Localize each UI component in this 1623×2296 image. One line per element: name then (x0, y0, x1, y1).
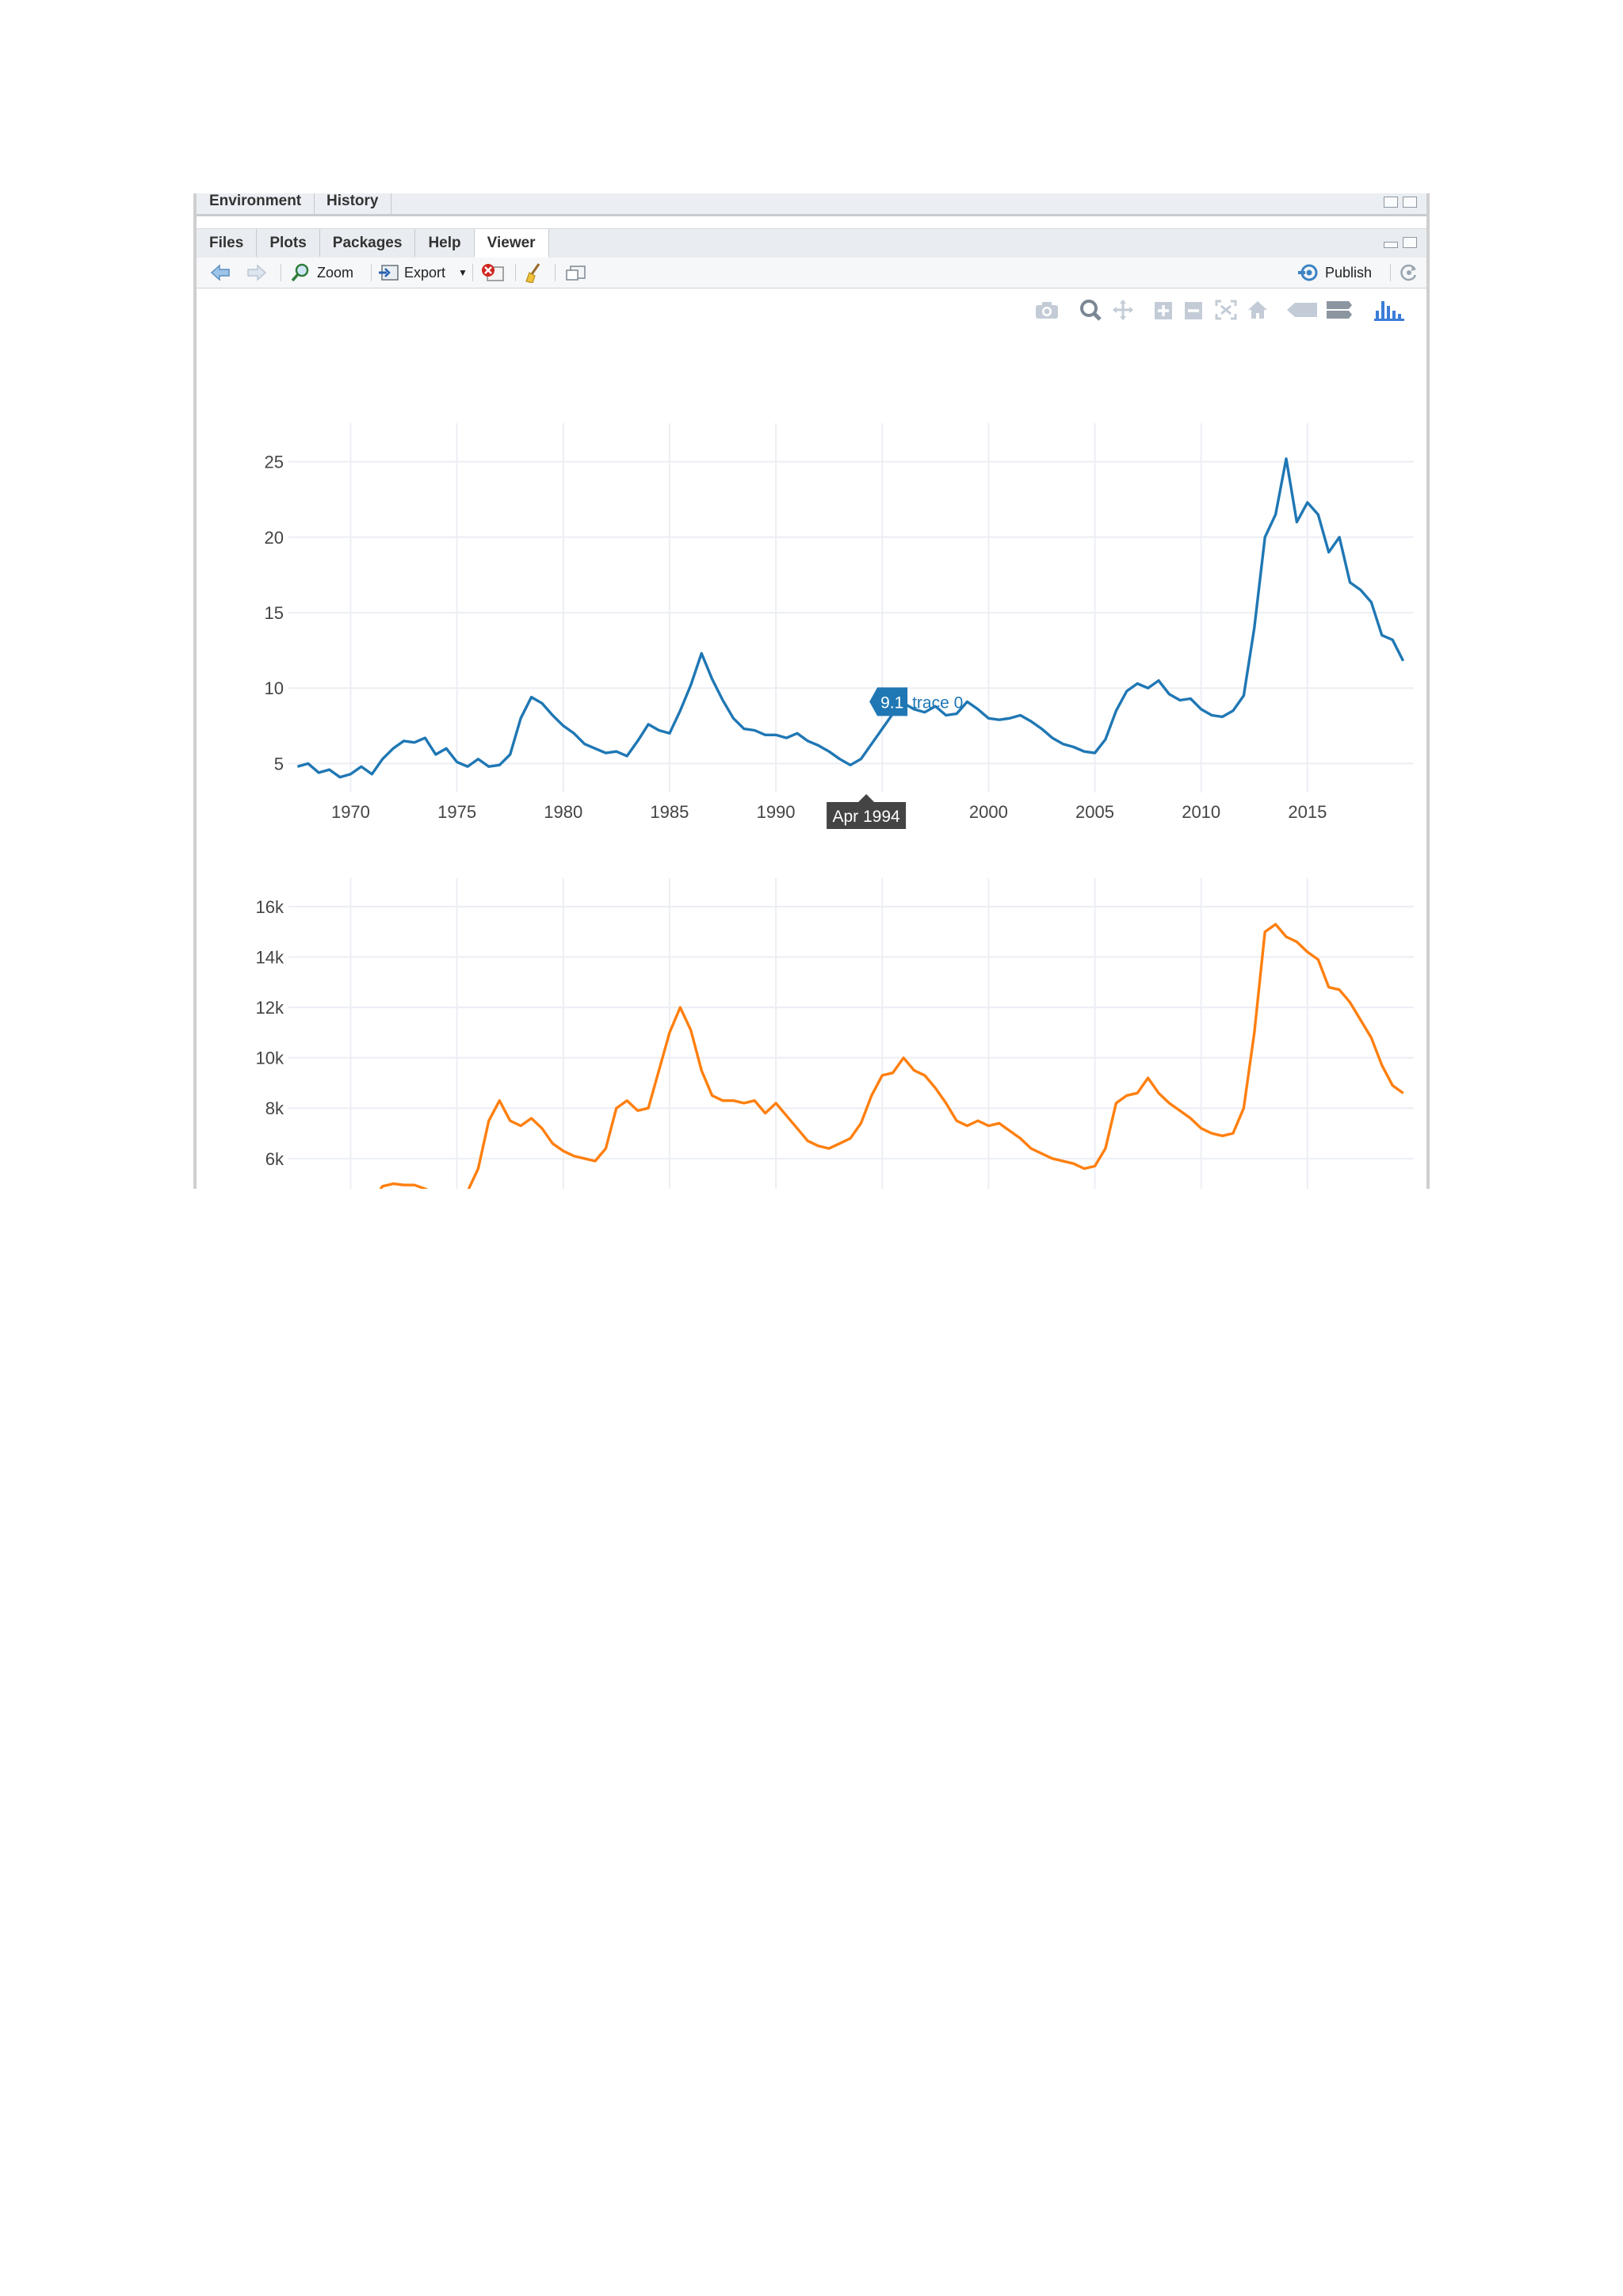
chart-top-ratio[interactable]: 1970 1975 1980 1985 1990 2000 2005 2010 2015 5 10 1… (265, 423, 1414, 822)
y-tick-label: 8k (265, 1098, 285, 1118)
hover-tooltip: 9.1 trace 0 Apr 1994 (827, 687, 963, 829)
viewer-window-controls (1379, 237, 1417, 250)
plotly-viewer: 1970 1975 1980 1985 1990 2000 2005 2010 2015 5 10 1… (197, 288, 1426, 1189)
y-tick-label: 25 (265, 453, 284, 472)
pane-window-controls (1379, 197, 1417, 209)
export-menu-button[interactable]: Export (404, 265, 446, 281)
publish-icon[interactable] (1296, 262, 1322, 283)
camera-icon[interactable] (1033, 298, 1060, 322)
x-tick-label: 1975 (437, 802, 476, 822)
tab-packages[interactable]: Packages (320, 229, 416, 257)
compare-hover-icon[interactable] (1325, 298, 1354, 322)
charts-svg: 1970 1975 1980 1985 1990 2000 2005 2010 20155101… (256, 423, 1414, 1189)
tab-plots[interactable]: Plots (257, 229, 320, 257)
x-tick-label: 2005 (1075, 802, 1114, 822)
plotly-modebar (1006, 298, 1419, 322)
x-tick-label: 1980 (544, 802, 582, 822)
tab-environment[interactable]: Environment (197, 193, 315, 214)
viewer-toolbar: Zoom Export ▼ Publish (197, 258, 1426, 288)
chart-bottom-level[interactable]: 1970197519801985199019952000200520102015… (256, 878, 1414, 1189)
y-tick-label: 10 (265, 678, 284, 698)
back-arrow-icon[interactable] (209, 262, 231, 283)
x-tick-label: 2000 (969, 802, 1008, 822)
x-tick-label: 2015 (1288, 802, 1327, 822)
publish-button[interactable]: Publish (1325, 265, 1373, 281)
refresh-icon[interactable] (1398, 262, 1420, 283)
y-tick-label: 15 (265, 603, 284, 623)
tooltip-x-label: Apr 1994 (832, 808, 900, 826)
zoom-icon[interactable] (1078, 298, 1105, 322)
zoom-button[interactable]: Zoom (317, 265, 354, 281)
viewer-pane-tabbar: Files Plots Packages Help Viewer (197, 228, 1426, 258)
maximize-icon[interactable] (1403, 197, 1417, 208)
tooltip-value: 9.1 (880, 693, 903, 712)
environment-pane-header: Environment History (197, 193, 1426, 216)
y-tick-label: 12k (256, 998, 285, 1018)
series-line[interactable] (296, 457, 1405, 779)
y-tick-label: 5 (274, 754, 284, 774)
plotly-logo-icon[interactable] (1373, 298, 1407, 322)
show-closest-icon[interactable] (1285, 298, 1319, 322)
tooltip-trace-name: trace 0 (912, 693, 963, 712)
y-tick-label: 10k (256, 1049, 285, 1068)
zoom-magnifier-icon[interactable] (290, 262, 312, 283)
rstudio-viewer-window: Environment History Files Plots Packages He… (193, 193, 1430, 1189)
clear-broom-icon[interactable] (523, 262, 547, 283)
x-tick-label: 1990 (757, 802, 796, 822)
zoom-out-icon[interactable] (1182, 298, 1206, 322)
restore-icon[interactable] (1384, 197, 1398, 208)
y-tick-label: 6k (265, 1149, 285, 1169)
tab-files[interactable]: Files (197, 229, 258, 257)
y-tick-label: 20 (265, 528, 284, 548)
zoom-in-icon[interactable] (1152, 298, 1176, 322)
y-tick-label: 14k (256, 947, 285, 967)
tab-help[interactable]: Help (415, 229, 475, 257)
x-tick-label: 2010 (1182, 802, 1220, 822)
autoscale-icon[interactable] (1214, 298, 1238, 322)
forward-arrow-icon[interactable] (246, 262, 268, 283)
tab-history[interactable]: History (314, 193, 392, 214)
x-tick-label: 1985 (650, 802, 689, 822)
tab-viewer[interactable]: Viewer (474, 229, 549, 258)
reset-axes-icon[interactable] (1246, 298, 1270, 322)
tooltip-x-box (827, 794, 907, 829)
pan-icon[interactable] (1109, 298, 1136, 322)
export-icon[interactable] (377, 262, 401, 283)
x-tick-label: 1970 (331, 802, 370, 822)
tooltip-value-box (869, 687, 908, 716)
restore-icon[interactable] (1403, 237, 1417, 248)
y-tick-label: 16k (256, 897, 285, 917)
export-caret-icon[interactable]: ▼ (458, 267, 468, 278)
remove-viewer-icon[interactable] (480, 262, 506, 283)
series-line[interactable] (297, 923, 1404, 1189)
new-window-icon[interactable] (564, 262, 588, 283)
minimize-icon[interactable] (1384, 242, 1398, 248)
